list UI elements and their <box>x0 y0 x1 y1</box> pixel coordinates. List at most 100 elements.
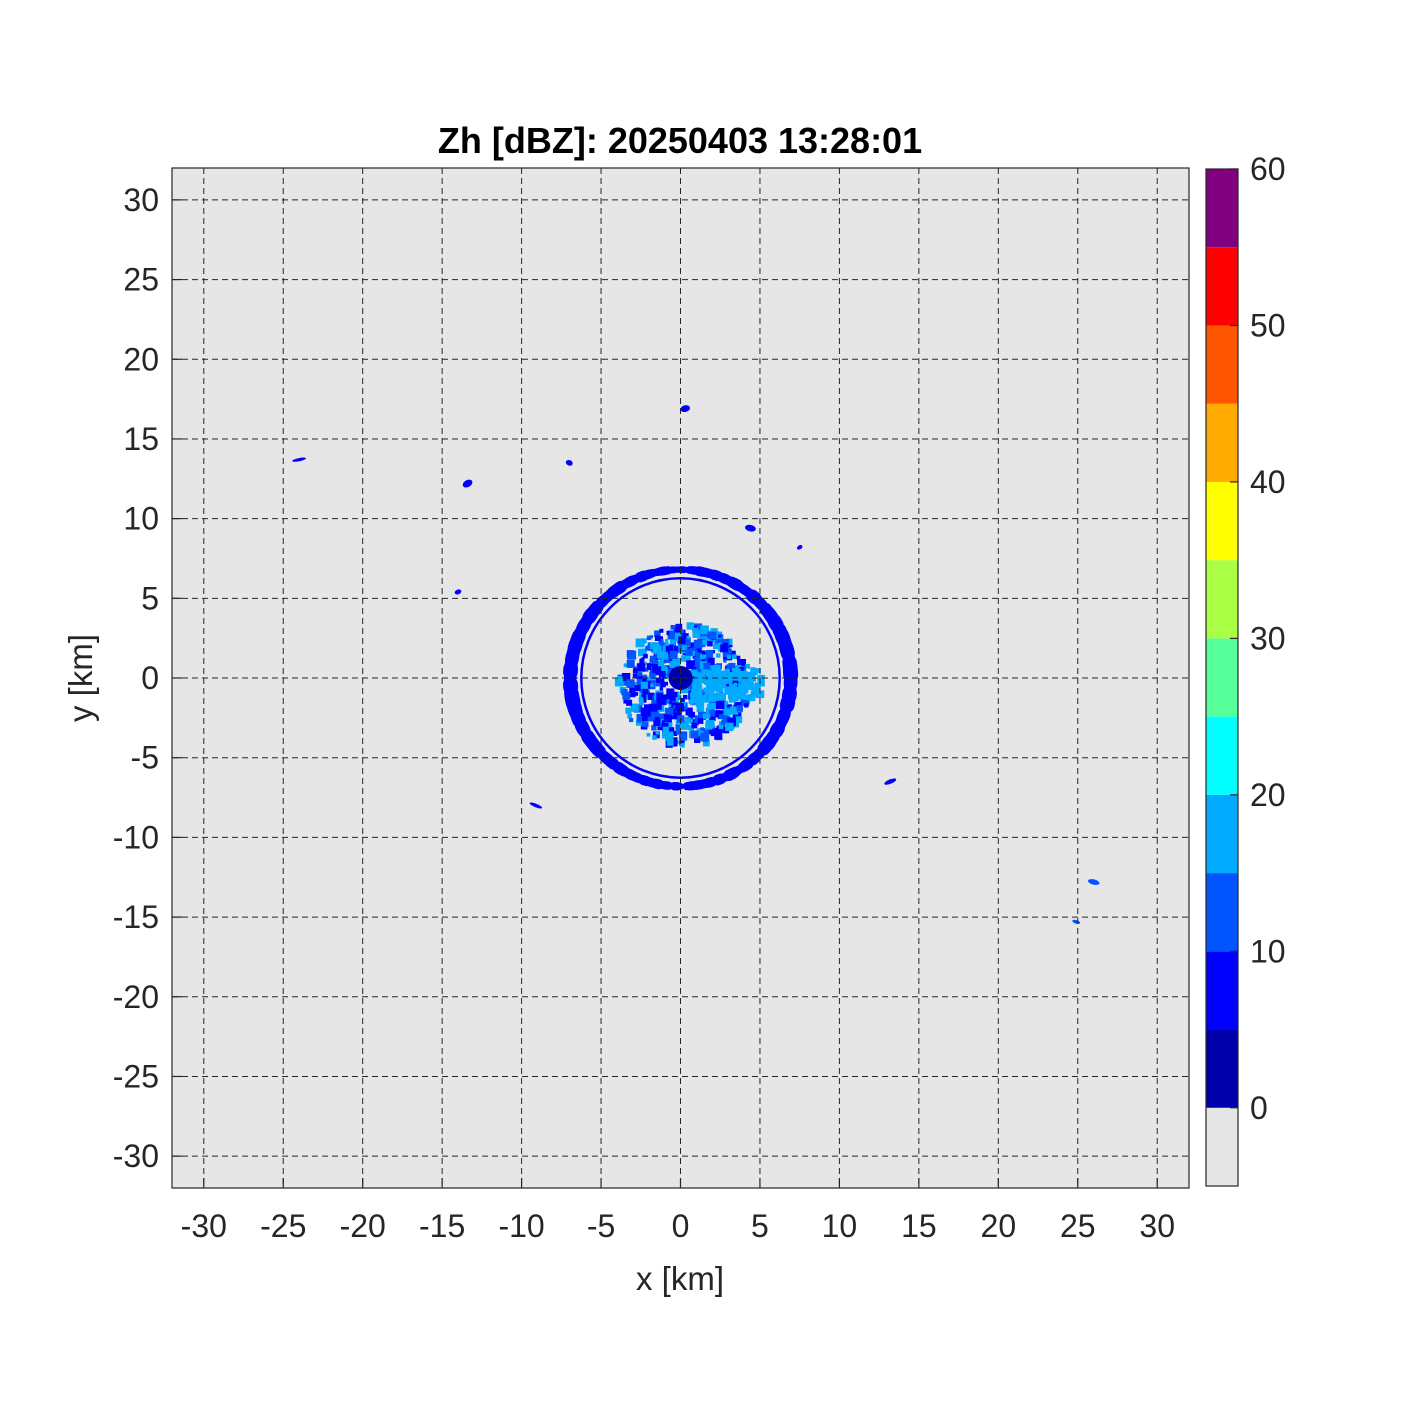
x-tick-label: -15 <box>419 1208 465 1244</box>
streak-echo-pixel <box>693 670 698 676</box>
colorbar-bin <box>1206 951 1238 1030</box>
streak-echo-pixel <box>738 675 746 682</box>
streak-echo-pixel <box>709 679 717 687</box>
core-echo-pixel <box>623 663 628 668</box>
core-echo-pixel <box>691 722 698 729</box>
core-echo-pixel <box>632 673 637 678</box>
core-echo-pixel <box>635 638 645 648</box>
core-echo-pixel <box>653 642 659 648</box>
colorbar-tick-label: 20 <box>1250 777 1286 813</box>
core-echo-pixel <box>659 642 667 650</box>
streak-echo-pixel <box>742 686 749 693</box>
colorbar-bin <box>1206 716 1238 795</box>
core-echo-pixel <box>648 703 658 713</box>
streak-echo-pixel <box>700 695 708 703</box>
x-tick-label: -5 <box>587 1208 615 1244</box>
core-echo-pixel <box>700 692 705 697</box>
core-echo-pixel <box>671 691 678 698</box>
streak-echo-pixel <box>739 691 746 699</box>
core-echo-pixel <box>725 722 734 731</box>
core-echo-pixel <box>650 683 654 687</box>
core-echo-pixel <box>681 645 687 650</box>
core-echo-pixel <box>641 657 645 661</box>
core-echo-pixel <box>661 720 666 724</box>
y-tick-label: 0 <box>141 660 159 696</box>
core-echo-pixel <box>654 630 661 637</box>
colorbar-tick-label: 30 <box>1250 620 1286 656</box>
streak-echo-pixel <box>722 684 727 689</box>
y-tick-label: 25 <box>123 262 159 298</box>
streak-echo-pixel <box>708 694 716 702</box>
core-echo-pixel <box>664 707 674 717</box>
core-echo-pixel <box>686 622 694 630</box>
core-echo-pixel <box>714 727 719 732</box>
core-echo-pixel <box>672 738 676 743</box>
core-echo-pixel <box>667 659 672 663</box>
colorbar-tick-label: 0 <box>1250 1090 1268 1126</box>
colorbar: 0 10 20 30 40 50 60 <box>1205 151 1286 1187</box>
core-echo-pixel <box>715 700 725 710</box>
core-echo-pixel <box>737 660 742 665</box>
streak-echo-pixel <box>751 677 757 682</box>
core-echo-pixel <box>646 635 652 641</box>
streak-echo-pixel <box>727 672 734 678</box>
core-echo-pixel <box>614 678 623 687</box>
streak-echo-pixel <box>717 678 726 686</box>
core-echo-pixel <box>716 725 724 733</box>
colorbar-tick-label: 60 <box>1250 151 1286 187</box>
core-echo-pixel <box>683 694 688 700</box>
x-tick-label: 10 <box>822 1208 858 1244</box>
core-echo-pixel <box>633 666 638 671</box>
core-echo-pixel <box>680 629 684 633</box>
scatter-echo <box>454 589 462 595</box>
core-echo-pixel <box>642 721 649 728</box>
core-echo-pixel <box>707 657 715 666</box>
streak-echo-pixel <box>706 670 711 674</box>
reflectivity-field <box>292 405 1100 924</box>
core-echo-pixel <box>647 692 655 700</box>
core-echo-pixel <box>705 650 714 658</box>
core-echo-pixel <box>671 712 679 720</box>
core-echo-pixel <box>650 656 659 664</box>
streak-echo-pixel <box>690 695 698 704</box>
core-echo-pixel <box>655 703 662 710</box>
scatter-echo <box>796 544 803 550</box>
streak-echo-pixel <box>740 671 746 677</box>
y-axis-label: y [km] <box>62 634 99 722</box>
core-echo-pixel <box>639 659 645 665</box>
core-echo-pixel <box>644 704 651 711</box>
core-echo-pixel <box>705 722 713 730</box>
core-echo-pixel <box>646 663 654 671</box>
streak-echo-pixel <box>755 682 761 689</box>
core-echo-pixel <box>669 650 678 659</box>
core-echo-pixel <box>680 743 685 748</box>
core-echo-pixel <box>643 653 648 659</box>
core-echo-pixel <box>657 696 667 705</box>
y-tick-label: -10 <box>113 819 159 855</box>
core-echo-pixel <box>654 635 661 641</box>
streak-echo-pixel <box>734 690 743 698</box>
core-echo-pixel <box>665 732 674 741</box>
core-echo-pixel <box>714 731 723 740</box>
y-tick-label: -5 <box>131 740 159 776</box>
streak-echo-pixel <box>725 671 729 675</box>
x-tick-label: 15 <box>901 1208 937 1244</box>
core-echo-pixel <box>656 698 662 704</box>
core-echo-pixel <box>669 661 676 668</box>
streak-echo-pixel <box>733 682 738 687</box>
core-echo-pixel <box>690 730 699 739</box>
streak-echo-pixel <box>728 688 736 697</box>
core-echo-pixel <box>690 647 698 655</box>
core-echo-pixel <box>641 694 647 700</box>
core-echo-pixel <box>700 625 709 635</box>
core-echo-pixel <box>664 681 668 686</box>
streak-echo-pixel <box>749 683 755 688</box>
core-echo-pixel <box>638 648 646 657</box>
core-echo-pixel <box>666 630 671 636</box>
colorbar-bin <box>1206 247 1238 326</box>
colorbar-bin <box>1206 1107 1238 1186</box>
streak-echo-pixel <box>735 686 742 693</box>
scatter-echo <box>529 802 543 809</box>
core-echo-pixel <box>629 687 635 693</box>
streak-echo-pixel <box>714 684 721 692</box>
